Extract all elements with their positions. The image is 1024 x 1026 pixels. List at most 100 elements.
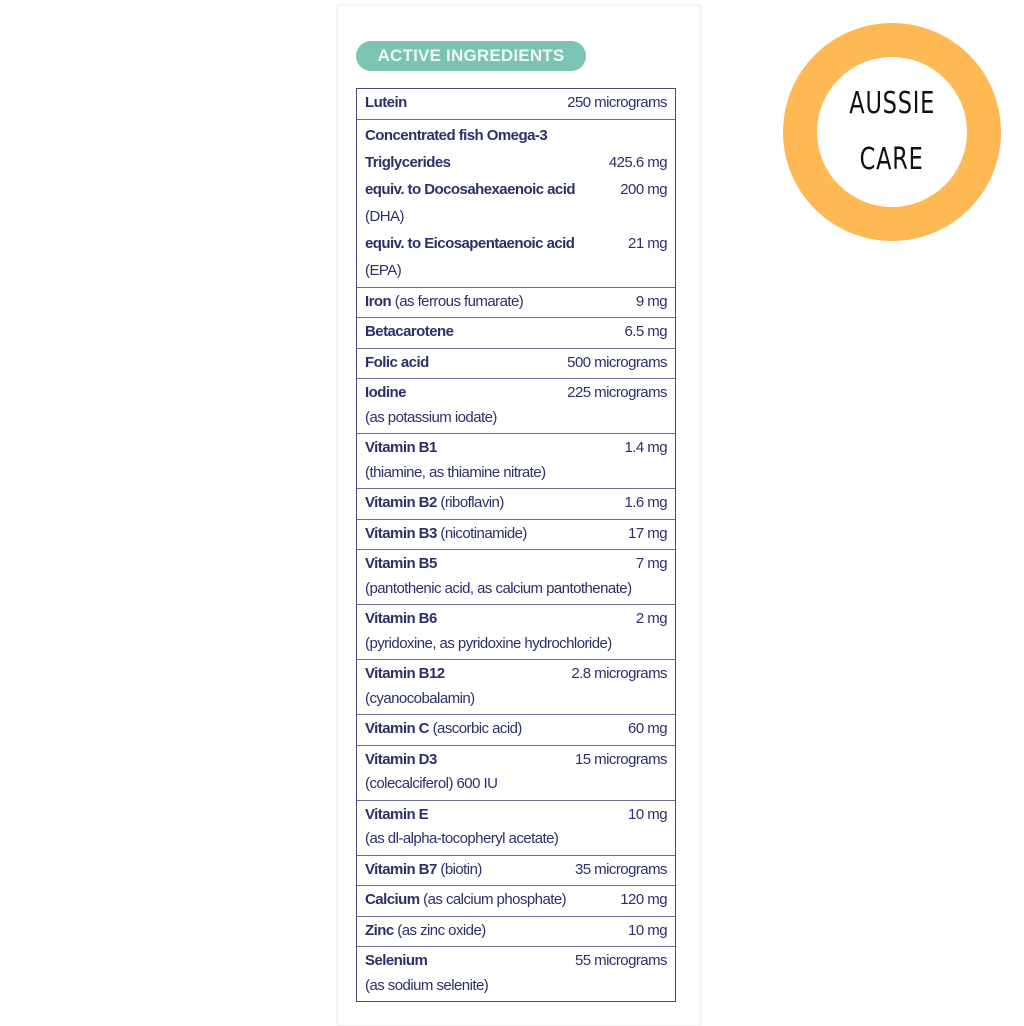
ingredient-note: (cyanocobalamin)	[365, 689, 475, 707]
ingredient-line: (colecalciferol) 600 IU	[365, 772, 667, 797]
ingredient-row: Vitamin B3 (nicotinamide) 17 mg	[357, 518, 675, 550]
ingredient-amount: 7 mg	[635, 555, 668, 572]
ingredient-amount: 60 mg	[628, 720, 668, 737]
ingredient-label: equiv. to Docosahexaenoic acid	[365, 176, 576, 203]
ingredient-row: Vitamin C (ascorbic acid) 60 mg	[357, 714, 675, 745]
ingredient-note: (pantothenic acid, as calcium pantothena…	[365, 579, 632, 597]
ingredient-name: Zinc	[365, 921, 394, 939]
ingredient-row: Vitamin B2 (riboflavin) 1.6 mg	[357, 488, 675, 519]
ingredient-note: (as zinc oxide)	[393, 921, 486, 939]
ingredient-label: Vitamin B2 (riboflavin)	[365, 491, 504, 516]
ingredient-amount: 120 mg	[620, 891, 667, 908]
ingredient-line: (EPA)	[365, 257, 667, 284]
ingredient-note: (biotin)	[436, 860, 482, 878]
ingredient-name: Folic acid	[365, 353, 429, 371]
ingredient-row: Vitamin B1 1.4 mg (thiamine, as thiamine n…	[357, 433, 675, 488]
ingredient-line: Calcium (as calcium phosphate) 120 mg	[365, 888, 668, 913]
ingredient-row: Vitamin B6 2 mg (pyridoxine, as pyridoxine…	[357, 604, 675, 659]
ingredient-note: (as ferrous fumarate)	[391, 292, 524, 310]
ingredient-amount: 225 micrograms	[567, 384, 667, 401]
ingredient-note: (as calcium phosphate)	[419, 891, 567, 908]
ingredient-label: (pyridoxine, as pyridoxine hydrochloride…	[365, 632, 612, 657]
ingredient-line: Iron (as ferrous fumarate) 9 mg	[365, 290, 668, 315]
ingredient-label: Lutein	[365, 91, 407, 116]
ingredient-amount: 15 micrograms	[574, 750, 668, 768]
ingredient-label: (colecalciferol) 600 IU	[365, 772, 498, 797]
ingredient-label: (EPA)	[365, 257, 402, 284]
ingredients-table: Lutein 250 micrograms Concentrated fish Om…	[356, 88, 676, 1002]
ingredient-name: Selenium	[365, 952, 428, 969]
ingredient-name: Vitamin C	[365, 720, 430, 737]
ingredient-line: equiv. to Eicosapentaenoic acid 21 mg	[365, 230, 668, 257]
ingredient-amount: 10 mg	[628, 805, 668, 823]
ingredient-label: (pantothenic acid, as calcium pantothena…	[365, 577, 632, 602]
ingredient-amount: 2.8 micrograms	[571, 665, 667, 682]
ingredient-row: Iron (as ferrous fumarate) 9 mg	[357, 286, 675, 318]
ingredient-label: Vitamin B5	[365, 552, 437, 577]
ingredient-amount: 35 micrograms	[574, 860, 668, 878]
ingredient-amount: 250 micrograms	[567, 94, 667, 111]
ingredient-line: (as dl-alpha-tocopheryl acetate)	[365, 827, 667, 852]
ingredient-label: Vitamin D3	[365, 748, 437, 773]
ingredient-amount: 9 mg	[635, 292, 668, 310]
ingredient-amount: 6.5 mg	[624, 323, 667, 340]
ingredient-label: (as potassium iodate)	[365, 406, 497, 431]
ingredient-line: Vitamin B2 (riboflavin) 1.6 mg	[365, 491, 668, 516]
ingredient-name: equiv. to Docosahexaenoic acid	[365, 180, 576, 198]
ingredient-row: Calcium (as calcium phosphate) 120 mg	[357, 885, 675, 916]
ingredient-name: Iodine	[365, 384, 406, 401]
ingredient-amount: 10 mg	[628, 921, 668, 939]
ingredient-label: Iron (as ferrous fumarate)	[365, 290, 524, 315]
ingredient-note: (riboflavin)	[436, 494, 504, 511]
ingredient-line: Betacarotene 6.5 mg	[365, 320, 668, 345]
ingredient-label: Vitamin B6	[365, 607, 437, 632]
ingredient-row: Betacarotene 6.5 mg	[357, 317, 675, 348]
ingredient-note: (colecalciferol) 600 IU	[365, 775, 498, 792]
ingredient-amount: 2 mg	[635, 610, 668, 627]
active-ingredients-heading: ACTIVE INGREDIENTS	[356, 41, 586, 71]
ingredient-line: Vitamin B3 (nicotinamide) 17 mg	[365, 522, 668, 547]
aussie-care-logo: AUSSIE CARE	[783, 23, 1001, 241]
ingredient-note: (EPA)	[365, 261, 402, 279]
ingredient-row: Vitamin D3 15 micrograms (colecalciferol) …	[357, 744, 675, 800]
ingredient-amount: 1.4 mg	[624, 439, 667, 456]
ingredient-name: Iron	[365, 292, 392, 310]
ingredient-amount: 55 micrograms	[574, 952, 668, 969]
ingredient-line: (as potassium iodate)	[365, 406, 667, 431]
ingredient-label: Calcium (as calcium phosphate)	[365, 888, 567, 913]
ingredient-label: (thiamine, as thiamine nitrate)	[365, 461, 546, 486]
ingredient-amount: 500 micrograms	[567, 353, 667, 371]
ingredient-line: Concentrated fish Omega-3	[365, 122, 667, 149]
ingredient-label: Concentrated fish Omega-3	[365, 122, 548, 149]
ingredient-line: Zinc (as zinc oxide) 10 mg	[365, 919, 668, 944]
ingredient-line: Triglycerides 425.6 mg	[365, 149, 668, 176]
ingredient-label: Vitamin C (ascorbic acid)	[365, 717, 522, 742]
ingredient-name: Vitamin B7	[365, 860, 437, 878]
ingredient-row: Concentrated fish Omega-3 Triglycerides 42…	[357, 118, 675, 287]
logo-text-line2: CARE	[860, 142, 924, 177]
ingredient-label: (cyanocobalamin)	[365, 687, 475, 712]
ingredient-row: Vitamin E 10 mg (as dl-alpha-tocopheryl ac…	[357, 799, 675, 855]
ingredient-label: equiv. to Eicosapentaenoic acid	[365, 230, 575, 257]
ingredient-name: Vitamin D3	[365, 750, 437, 768]
ingredient-note: (DHA)	[365, 207, 404, 225]
label-panel	[337, 5, 701, 1026]
ingredient-line: Vitamin B6 2 mg	[365, 607, 668, 632]
ingredient-line: (thiamine, as thiamine nitrate)	[365, 461, 667, 486]
ingredient-line: Vitamin C (ascorbic acid) 60 mg	[365, 717, 668, 742]
ingredient-label: Vitamin B3 (nicotinamide)	[365, 522, 527, 547]
ingredient-line: Vitamin B5 7 mg	[365, 552, 668, 577]
ingredient-label: Vitamin B7 (biotin)	[365, 858, 482, 883]
ingredient-row: Selenium 55 micrograms (as sodium selenite…	[357, 946, 675, 1001]
ingredient-line: equiv. to Docosahexaenoic acid 200 mg	[365, 176, 668, 203]
ingredient-label: (DHA)	[365, 203, 404, 230]
ingredient-name: Lutein	[365, 94, 407, 111]
ingredient-note: (as potassium iodate)	[365, 408, 497, 426]
ingredient-amount: 17 mg	[628, 524, 668, 542]
ingredient-row: Lutein 250 micrograms	[357, 89, 675, 119]
logo-text-line1: AUSSIE	[849, 86, 935, 121]
ingredient-name: Calcium	[365, 891, 420, 908]
ingredient-line: Iodine 225 micrograms	[365, 381, 668, 406]
ingredient-label: (as sodium selenite)	[365, 974, 489, 999]
ingredient-name: Triglycerides	[365, 153, 451, 171]
